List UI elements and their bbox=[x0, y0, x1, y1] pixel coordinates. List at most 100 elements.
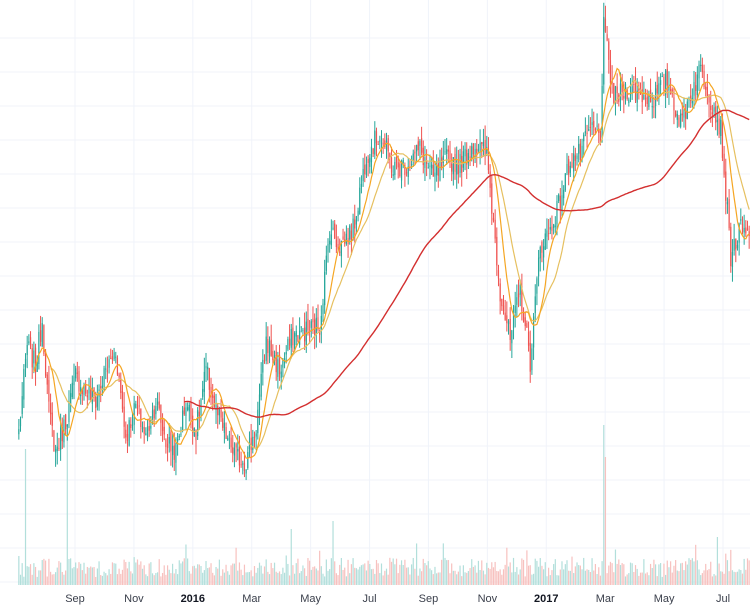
volume-bar bbox=[190, 573, 192, 585]
volume-bar bbox=[659, 563, 662, 585]
candle bbox=[100, 375, 102, 403]
volume-bar bbox=[653, 559, 655, 585]
candle bbox=[265, 322, 267, 365]
candle bbox=[390, 146, 393, 179]
x-tick-label: Jul bbox=[716, 593, 730, 605]
volume-bar bbox=[262, 573, 264, 585]
volume-bar bbox=[58, 561, 60, 585]
volume-bar bbox=[387, 574, 389, 585]
volume-bar bbox=[345, 576, 347, 585]
candle bbox=[695, 71, 697, 104]
candle bbox=[357, 207, 359, 222]
candle bbox=[372, 147, 374, 158]
candle bbox=[746, 220, 749, 231]
volume-bar bbox=[103, 571, 105, 585]
volume-bar bbox=[484, 574, 486, 585]
volume-bar bbox=[305, 575, 307, 585]
candle bbox=[731, 239, 734, 282]
volume-bar bbox=[471, 559, 473, 585]
volume-bar bbox=[170, 573, 172, 585]
volume-bar bbox=[237, 570, 239, 585]
candle bbox=[685, 103, 687, 130]
volume-bar bbox=[410, 564, 413, 585]
candle bbox=[601, 73, 603, 143]
candle bbox=[332, 220, 334, 231]
volume-bar bbox=[636, 568, 638, 585]
volume-bar bbox=[422, 558, 424, 585]
candle bbox=[399, 160, 401, 178]
candle bbox=[285, 345, 287, 364]
volume-bar bbox=[131, 573, 134, 585]
candle bbox=[613, 82, 615, 105]
candle bbox=[551, 215, 553, 240]
volume-bar bbox=[564, 564, 566, 585]
volume-bar bbox=[390, 561, 393, 585]
volume-bar bbox=[205, 561, 207, 585]
candle bbox=[526, 320, 528, 328]
volume-bar bbox=[527, 565, 530, 585]
volume-bar bbox=[73, 567, 75, 585]
candle bbox=[380, 130, 383, 158]
volume-bar bbox=[359, 566, 361, 585]
candle bbox=[631, 74, 633, 100]
volume-bar bbox=[728, 571, 730, 585]
volume-bar bbox=[588, 569, 590, 585]
volume-bar bbox=[548, 567, 550, 585]
candle bbox=[618, 92, 620, 107]
candle bbox=[71, 375, 73, 400]
volume-bar bbox=[140, 561, 142, 585]
volume-bar bbox=[283, 572, 286, 585]
candle bbox=[449, 140, 451, 169]
candle bbox=[310, 319, 312, 338]
candle bbox=[128, 417, 130, 447]
volume-bar bbox=[726, 560, 729, 585]
candle bbox=[720, 115, 722, 145]
candle bbox=[222, 411, 224, 431]
candle bbox=[192, 408, 194, 445]
candle bbox=[56, 432, 58, 465]
volume-bar bbox=[273, 562, 276, 585]
candle bbox=[482, 128, 485, 157]
volume-bar bbox=[511, 572, 513, 585]
candle bbox=[43, 324, 45, 357]
volume-bar bbox=[76, 568, 78, 585]
volume-bar bbox=[128, 561, 130, 585]
volume-bar bbox=[741, 573, 744, 585]
candle bbox=[439, 149, 441, 182]
candle bbox=[113, 347, 115, 362]
volume-bar bbox=[596, 574, 598, 585]
candle bbox=[253, 431, 256, 449]
volume-bar bbox=[389, 557, 391, 585]
candle bbox=[125, 421, 127, 444]
volume-bar bbox=[517, 574, 520, 585]
candle bbox=[407, 158, 409, 185]
candle bbox=[706, 73, 708, 105]
candle bbox=[44, 348, 47, 378]
volume-bar bbox=[634, 565, 637, 585]
volume-bar bbox=[449, 573, 451, 585]
volume-bar bbox=[317, 570, 319, 585]
candle bbox=[546, 218, 548, 249]
candle bbox=[75, 365, 77, 382]
volume-bar bbox=[676, 570, 678, 585]
volume-bar bbox=[606, 573, 608, 585]
volume-bar bbox=[66, 425, 68, 585]
volume-bar bbox=[198, 564, 200, 585]
volume-bar bbox=[476, 572, 478, 585]
volume-bar bbox=[467, 571, 469, 585]
volume-bar bbox=[288, 575, 291, 585]
candle bbox=[260, 362, 262, 401]
candle bbox=[621, 73, 623, 101]
candle bbox=[245, 469, 247, 481]
volume-bar bbox=[88, 567, 90, 585]
volume-bar bbox=[175, 569, 177, 585]
candle bbox=[604, 5, 607, 33]
volume-bar bbox=[619, 565, 622, 585]
volume-bar bbox=[350, 564, 353, 585]
volume-bar bbox=[55, 572, 57, 585]
volume-bar bbox=[593, 570, 595, 585]
candle bbox=[392, 165, 394, 181]
volume-bar bbox=[492, 567, 495, 585]
